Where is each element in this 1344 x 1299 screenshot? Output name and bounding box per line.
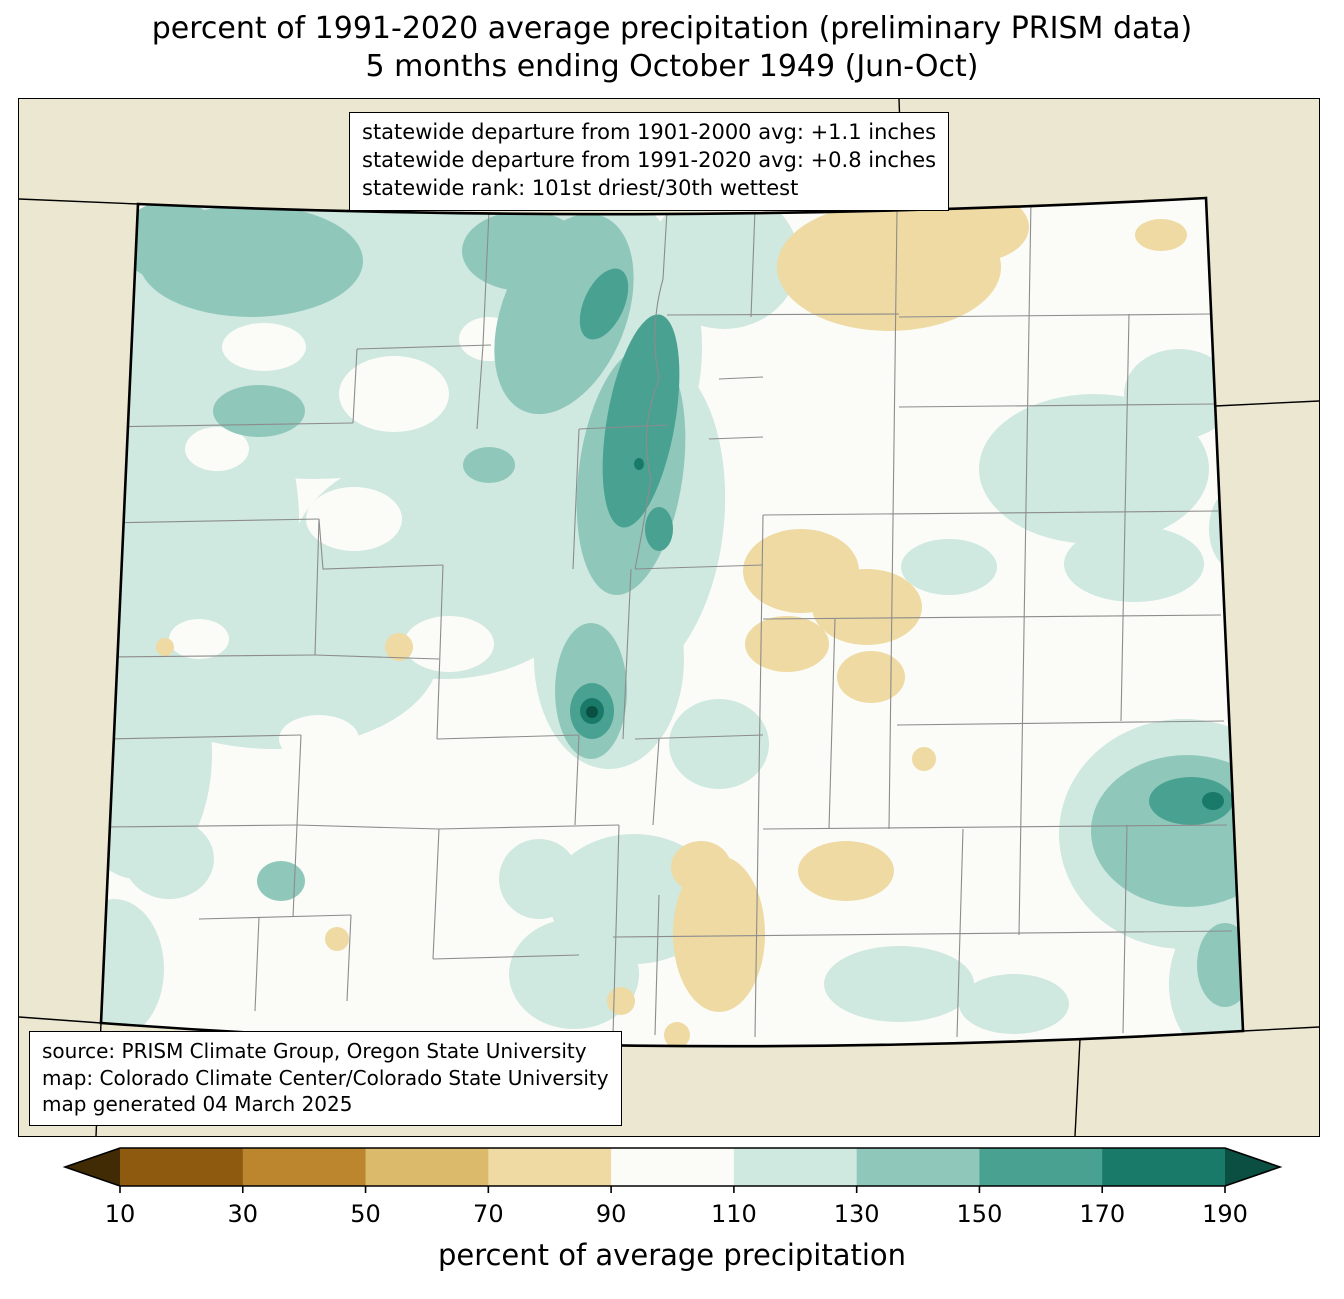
figure-title: percent of 1991-2020 average precipitati… <box>0 10 1344 87</box>
colorbar-label: percent of average precipitation <box>437 1238 907 1272</box>
colorbar-tick-label: 10 <box>105 1200 136 1228</box>
county-boundaries <box>101 199 1233 1038</box>
colorbar: 10 30 50 70 90 110 130 150 170 190 <box>0 1142 1344 1232</box>
stats-line-1: statewide departure from 1901-2000 avg: … <box>362 120 937 144</box>
state-interior <box>101 198 1243 1047</box>
precip-darkest-spot <box>586 706 598 718</box>
colorbar-segment <box>611 1148 735 1186</box>
colorbar-segment <box>120 1148 244 1186</box>
source-box: source: PRISM Climate Group, Oregon Stat… <box>29 1031 622 1126</box>
colorbar-tick-label: 70 <box>473 1200 504 1228</box>
colorbar-segment <box>1102 1148 1226 1186</box>
colorbar-segment <box>365 1148 489 1186</box>
precip-70-90-blobs <box>156 198 1187 1047</box>
colorbar-segment <box>733 1148 858 1186</box>
colorbar-tick-label: 150 <box>957 1200 1003 1228</box>
source-line-1: source: PRISM Climate Group, Oregon Stat… <box>42 1039 587 1064</box>
colorbar-tick-label: 90 <box>596 1200 627 1228</box>
colorbar-tick-label: 190 <box>1202 1200 1248 1228</box>
source-line-2: map: Colorado Climate Center/Colorado St… <box>42 1065 609 1090</box>
colorbar-tick-label: 50 <box>350 1200 381 1228</box>
colorbar-arrow-left <box>65 1148 120 1186</box>
source-line-3: map generated 04 March 2025 <box>42 1092 353 1117</box>
figure-title-line2: 5 months ending October 1949 (Jun-Oct) <box>365 49 979 85</box>
colorbar-segment <box>979 1148 1103 1186</box>
stats-line-3: statewide rank: 101st driest/30th wettes… <box>362 175 799 200</box>
colorbar-segment <box>242 1148 367 1186</box>
figure-title-line1: percent of 1991-2020 average precipitati… <box>151 11 1193 46</box>
colorbar-segment <box>488 1148 612 1186</box>
colorbar-arrow-right <box>1225 1148 1280 1186</box>
colorbar-segment <box>856 1148 981 1186</box>
precip-150-170-blobs <box>570 268 1233 825</box>
stats-line-2: statewide departure from 1991-2020 avg: … <box>362 147 937 172</box>
map-frame: statewide departure from 1901-2000 avg: … <box>18 98 1320 1137</box>
precip-90-110-holes <box>169 317 519 763</box>
colorbar-svg: 10 30 50 70 90 110 130 150 170 190 <box>62 1147 1283 1228</box>
colorbar-tick-label: 130 <box>834 1200 880 1228</box>
stats-box: statewide departure from 1901-2000 avg: … <box>349 112 950 211</box>
colorbar-tick-label: 110 <box>711 1200 757 1228</box>
colorbar-tick-label: 170 <box>1079 1200 1125 1228</box>
colorbar-tick-label: 30 <box>228 1200 259 1228</box>
colorado-precipitation-map <box>19 99 1319 1136</box>
precip-170-190-blobs <box>580 458 1224 810</box>
